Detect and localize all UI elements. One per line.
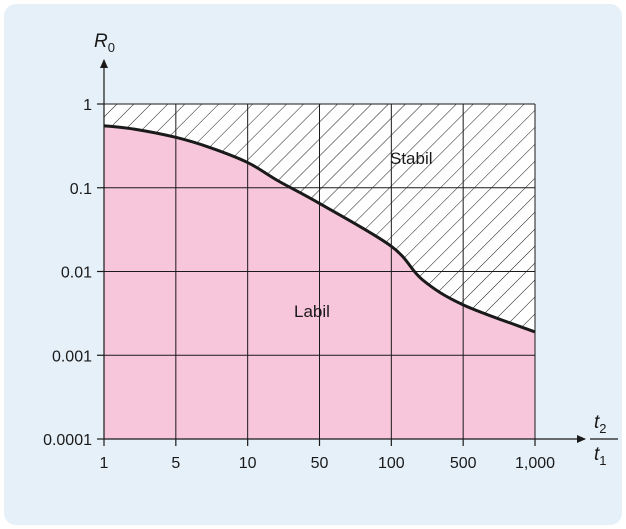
x-tick-label-1: 5: [171, 455, 180, 472]
x-tick-label-6: 1,000: [515, 455, 555, 472]
stability-boundary-curve: [103, 124, 536, 334]
x-tick-label-0: 1: [100, 455, 109, 472]
stabil-region-label: Stabil: [390, 149, 433, 168]
x-axis-ticks: 1 5 10 50 100 500 1,000: [100, 439, 555, 472]
grid-lines: [103, 103, 536, 440]
x-axis-label: t2 t1: [590, 412, 618, 468]
x-tick-label-2: 10: [239, 455, 257, 472]
y-tick-label-3: 0.001: [52, 348, 92, 365]
y-tick-label-2: 0.01: [61, 265, 92, 282]
y-tick-label-1: 0.1: [70, 181, 92, 198]
x-tick-label-4: 100: [378, 455, 405, 472]
y-tick-label-4: 0.0001: [43, 432, 92, 449]
x-label-numerator: t2: [594, 412, 607, 436]
x-tick-label-5: 500: [450, 455, 477, 472]
x-tick-label-3: 50: [311, 455, 329, 472]
y-axis-label: R0: [94, 31, 115, 55]
y-tick-label-0: 1: [83, 97, 92, 114]
y-axis-ticks: 1 0.1 0.01 0.001 0.0001: [43, 97, 104, 449]
labil-region-label: Labil: [294, 302, 330, 321]
x-label-denominator: t1: [594, 444, 607, 468]
